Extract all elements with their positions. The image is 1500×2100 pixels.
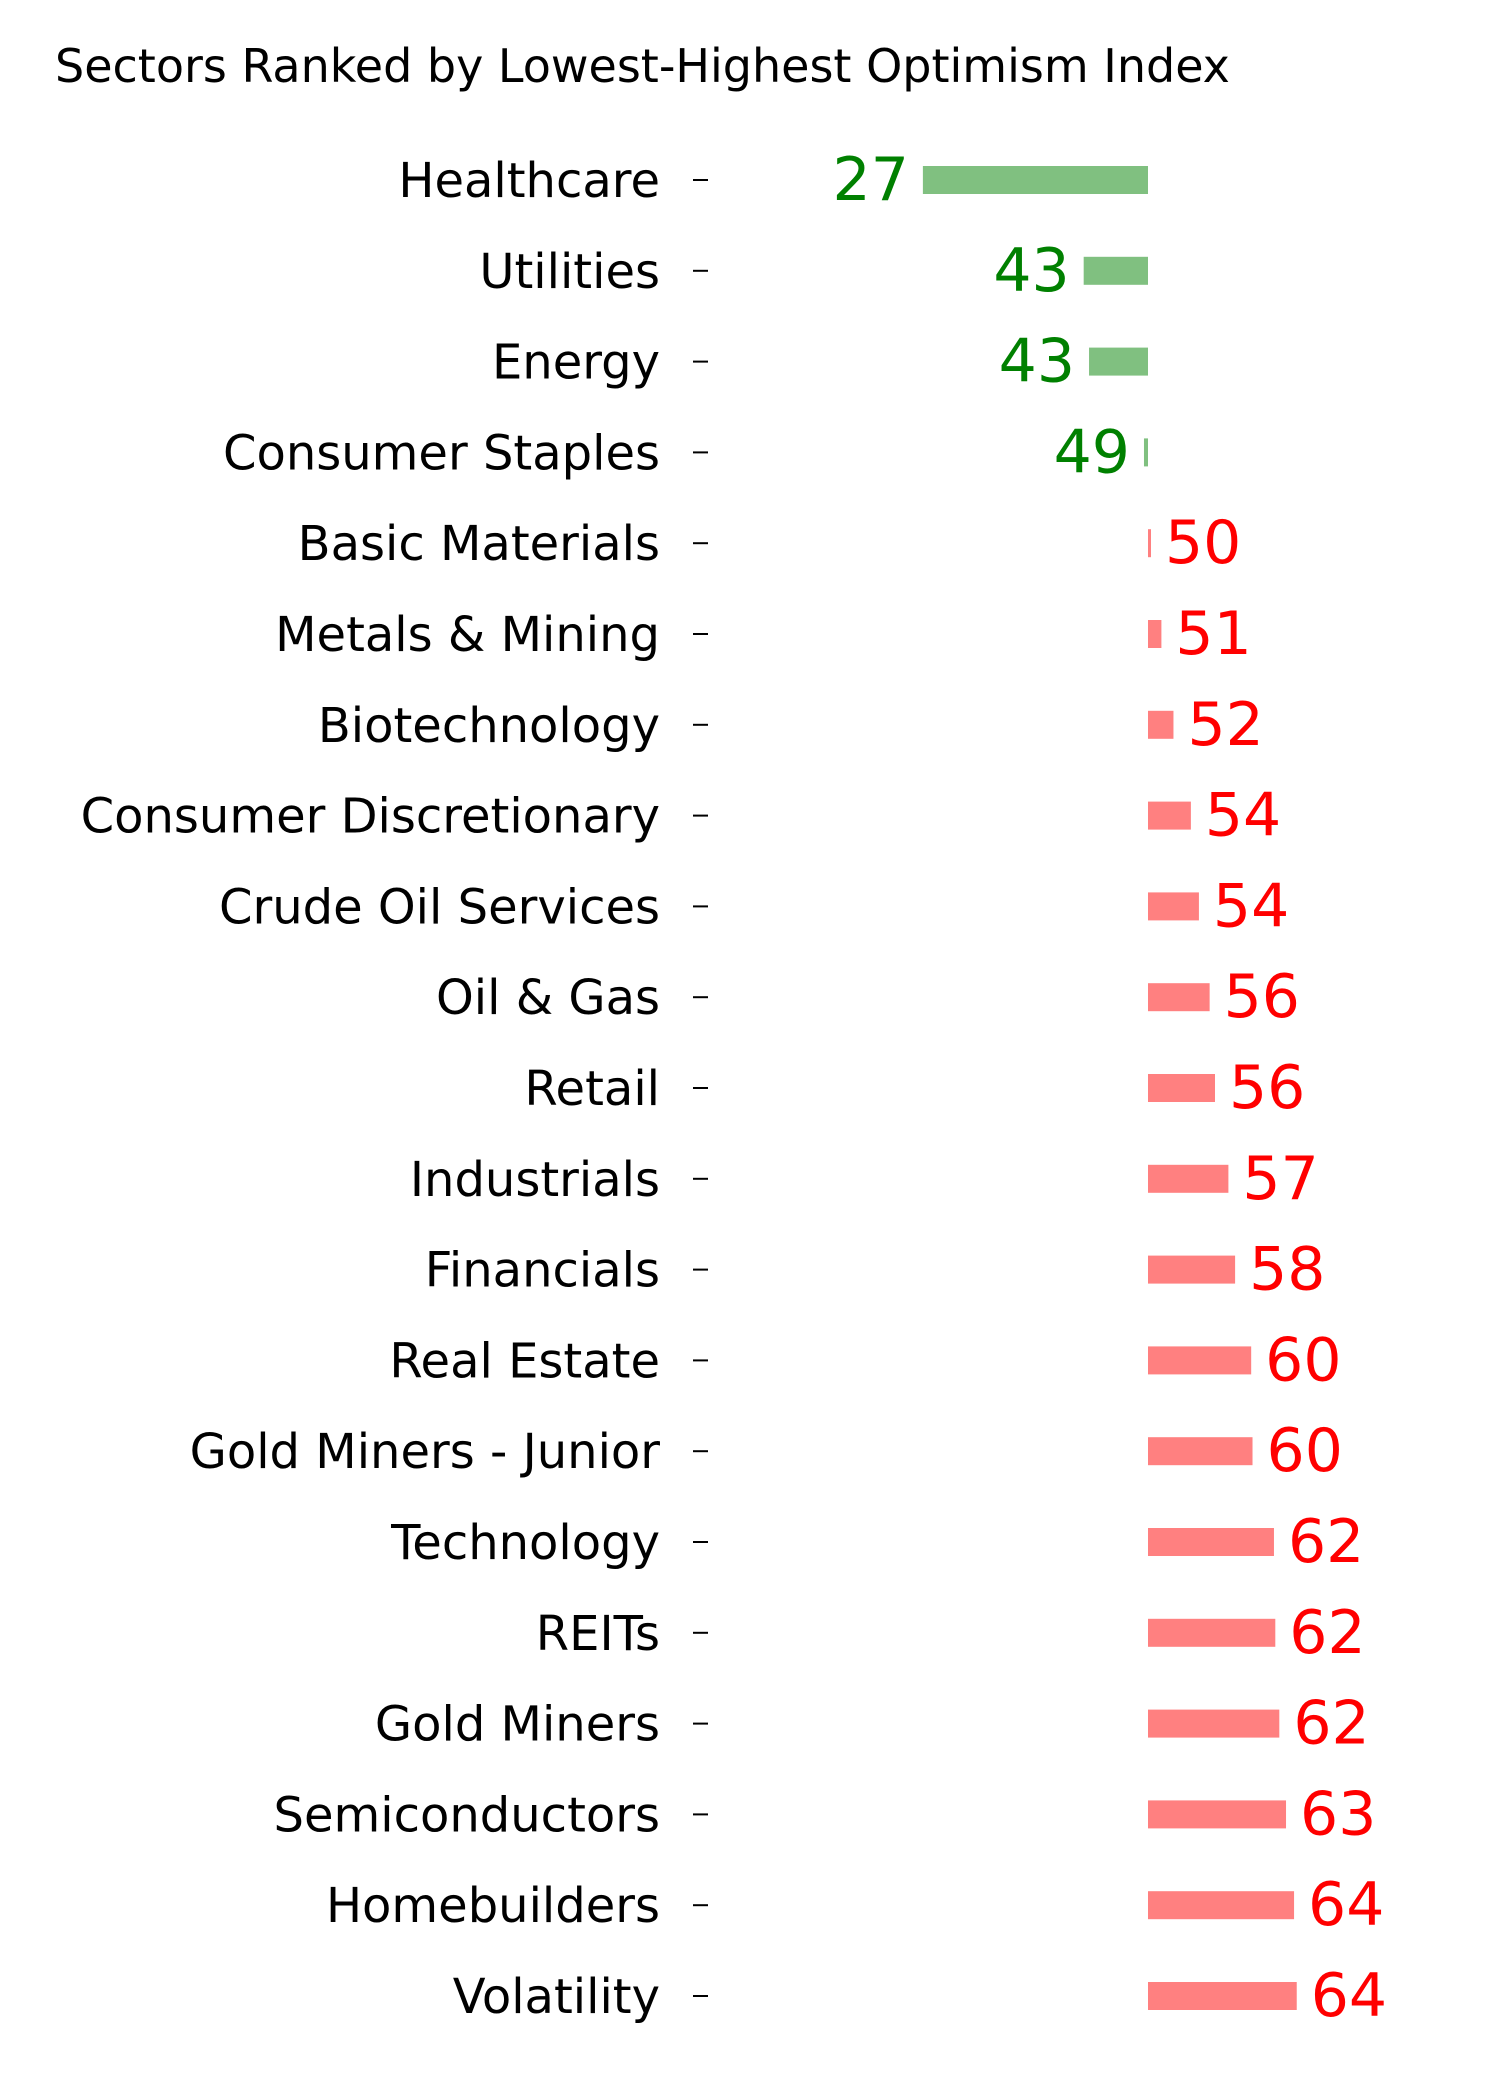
value-label: 60 bbox=[1267, 1416, 1343, 1486]
category-label: Consumer Staples bbox=[223, 425, 660, 481]
category-label: Crude Oil Services bbox=[219, 879, 660, 935]
category-label: Financials bbox=[425, 1243, 660, 1299]
value-label: 54 bbox=[1205, 781, 1281, 851]
bar bbox=[1148, 1891, 1295, 1920]
category-label: Gold Miners - Junior bbox=[190, 1424, 661, 1480]
bar bbox=[1148, 1437, 1253, 1466]
category-label: Energy bbox=[492, 335, 660, 391]
bar bbox=[1089, 347, 1148, 376]
category-label: Metals & Mining bbox=[275, 607, 660, 663]
bar bbox=[1148, 1528, 1274, 1556]
value-label: 62 bbox=[1288, 1507, 1364, 1577]
bar bbox=[1148, 1982, 1297, 2010]
category-label: Semiconductors bbox=[274, 1787, 660, 1843]
category-label: Basic Materials bbox=[298, 516, 660, 572]
bar bbox=[1148, 529, 1151, 558]
bar bbox=[1148, 1164, 1229, 1193]
bar bbox=[1148, 1800, 1287, 1829]
value-label: 64 bbox=[1311, 1961, 1387, 2031]
bar bbox=[1148, 1346, 1252, 1375]
bar bbox=[1148, 620, 1162, 648]
value-label: 43 bbox=[993, 236, 1069, 306]
bar bbox=[922, 166, 1148, 194]
category-label: Industrials bbox=[410, 1152, 660, 1208]
bar-rows: Healthcare 27 Utilities 43 Energy 43 Consumer … bbox=[81, 145, 1388, 2031]
value-label: 52 bbox=[1187, 690, 1263, 760]
value-label: 43 bbox=[999, 327, 1075, 397]
value-label: 56 bbox=[1229, 1053, 1305, 1123]
category-label: Oil & Gas bbox=[436, 970, 660, 1026]
category-label: Retail bbox=[524, 1061, 660, 1117]
category-label: Healthcare bbox=[398, 153, 660, 209]
value-label: 62 bbox=[1289, 1598, 1365, 1668]
category-label: Volatility bbox=[453, 1969, 660, 2025]
value-label: 51 bbox=[1175, 599, 1251, 669]
bar bbox=[1148, 983, 1210, 1012]
bar bbox=[1148, 1709, 1280, 1738]
value-label: 27 bbox=[833, 145, 909, 215]
value-label: 62 bbox=[1293, 1689, 1369, 1759]
category-label: Gold Miners bbox=[375, 1697, 660, 1753]
value-label: 56 bbox=[1224, 962, 1300, 1032]
category-label: Biotechnology bbox=[318, 698, 660, 754]
bar bbox=[1148, 892, 1199, 921]
value-label: 58 bbox=[1249, 1235, 1325, 1305]
category-label: Consumer Discretionary bbox=[81, 789, 660, 845]
category-label: Utilities bbox=[479, 244, 660, 300]
category-label: Real Estate bbox=[389, 1333, 660, 1389]
bar bbox=[1148, 1255, 1236, 1284]
category-label: REITs bbox=[536, 1606, 660, 1662]
bar bbox=[1148, 710, 1174, 739]
bar bbox=[1148, 1618, 1276, 1647]
category-label: Homebuilders bbox=[326, 1878, 660, 1934]
value-label: 63 bbox=[1300, 1779, 1376, 1849]
bar bbox=[1148, 801, 1191, 830]
value-label: 57 bbox=[1242, 1144, 1318, 1214]
value-label: 54 bbox=[1213, 871, 1289, 941]
value-label: 49 bbox=[1054, 417, 1130, 487]
value-label: 64 bbox=[1308, 1870, 1384, 1940]
bar bbox=[1143, 438, 1148, 467]
value-label: 50 bbox=[1165, 508, 1241, 578]
chart-title: Sectors Ranked by Lowest-Highest Optimis… bbox=[55, 39, 1230, 93]
bar bbox=[1148, 1074, 1215, 1102]
category-label: Technology bbox=[390, 1515, 660, 1571]
value-label: 60 bbox=[1265, 1325, 1341, 1395]
bar bbox=[1083, 256, 1148, 285]
